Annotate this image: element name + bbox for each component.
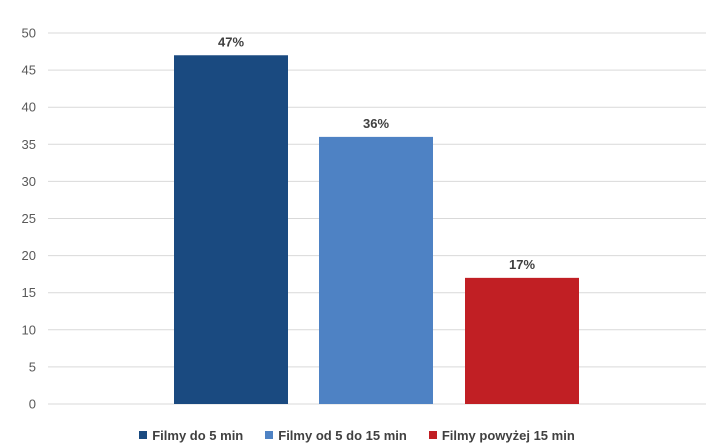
data-label: 36% [363,116,389,131]
y-tick-label: 45 [22,63,36,78]
y-tick-label: 40 [22,100,36,115]
legend-item-filmy-od-5-do-15-min: Filmy od 5 do 15 min [265,428,407,443]
bar [465,277,579,404]
legend-swatch [265,431,274,439]
bar [174,55,288,404]
chart-legend: Filmy do 5 min Filmy od 5 do 15 min Film… [0,426,714,444]
y-tick-label: 25 [22,211,36,226]
chart-plot: 0 5 10 15 20 25 30 35 40 45 50 47% 36% 17% [22,26,706,412]
y-tick-label: 15 [22,285,36,300]
y-tick-label: 5 [29,359,36,374]
legend-label: Filmy od 5 do 15 min [278,427,407,443]
y-tick-label: 50 [22,26,36,41]
bar [319,136,433,404]
legend-item-filmy-powyzej-15-min: Filmy powyżej 15 min [428,427,575,443]
y-tick-label: 35 [22,137,36,152]
y-tick-label: 0 [29,397,36,412]
legend-swatch [139,431,148,439]
legend-label: Filmy powyżej 15 min [441,427,575,443]
data-label: 17% [509,257,535,272]
y-tick-label: 30 [22,174,36,189]
legend-swatch [428,431,437,439]
legend-label: Filmy do 5 min [152,427,244,443]
legend-item-filmy-do-5-min: Filmy do 5 min [139,428,243,443]
y-tick-label: 20 [22,248,36,263]
y-tick-label: 10 [22,322,36,337]
data-label: 47% [218,34,244,49]
